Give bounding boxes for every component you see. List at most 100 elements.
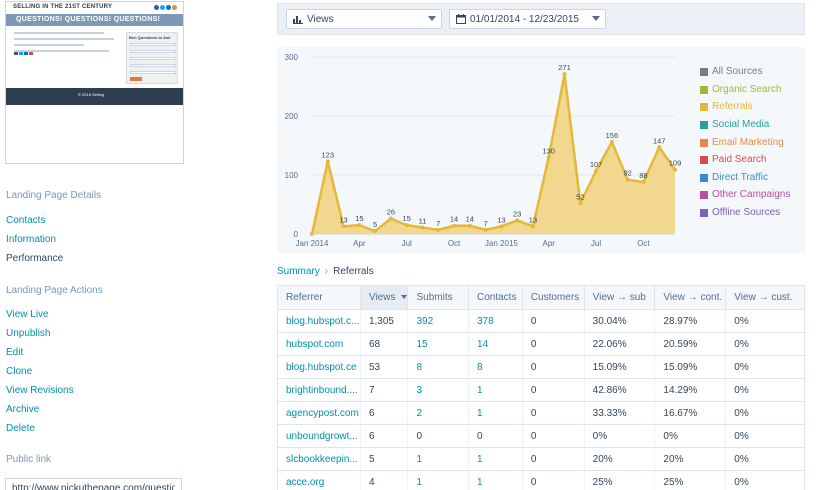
col-submits[interactable]: Submits xyxy=(407,285,469,310)
action-delete[interactable]: Delete xyxy=(6,423,35,434)
thumbnail-social-icons xyxy=(154,5,177,10)
data-point[interactable] xyxy=(420,225,425,230)
sidebar-link-contacts[interactable]: Contacts xyxy=(6,215,46,226)
col-view-cust[interactable]: View → cust. xyxy=(725,285,805,310)
sidebar-link-information[interactable]: Information xyxy=(6,234,57,245)
data-point[interactable] xyxy=(641,180,646,185)
x-tick-label: Oct xyxy=(637,239,650,248)
data-point[interactable] xyxy=(404,223,409,228)
data-point[interactable] xyxy=(436,227,441,232)
action-view-live[interactable]: View Live xyxy=(6,309,49,320)
table-cell: 8 xyxy=(407,355,469,379)
legend-offline-sources[interactable]: Offline Sources xyxy=(700,207,810,219)
x-tick-label: Jan 2015 xyxy=(485,239,518,248)
table-cell: 0% xyxy=(725,424,805,448)
col-contacts[interactable]: Contacts xyxy=(467,285,523,310)
table-cell: 0% xyxy=(654,424,726,448)
data-label: 107 xyxy=(590,160,603,169)
data-point[interactable] xyxy=(578,201,583,206)
action-archive[interactable]: Archive xyxy=(6,404,40,415)
data-point[interactable] xyxy=(325,159,330,164)
table-cell: 6 xyxy=(359,401,408,425)
date-range-select[interactable]: 01/01/2014 - 12/23/2015 xyxy=(449,9,606,29)
legend-social-media[interactable]: Social Media xyxy=(700,119,810,131)
col-views[interactable]: Views xyxy=(359,285,409,310)
referrer-link[interactable]: unboundgrowt... xyxy=(286,430,358,442)
data-point[interactable] xyxy=(388,216,393,221)
data-point[interactable] xyxy=(467,223,472,228)
legend-swatch xyxy=(700,86,708,94)
count-link[interactable]: 14 xyxy=(476,338,489,350)
col-customers[interactable]: Customers xyxy=(521,285,585,310)
count-link[interactable]: 3 xyxy=(416,384,423,396)
table-cell: 14.29% xyxy=(654,378,726,402)
col-view-cont[interactable]: View → cont. xyxy=(654,285,727,310)
count-link[interactable]: 2 xyxy=(416,407,423,419)
count-link[interactable]: 8 xyxy=(416,361,423,373)
data-point[interactable] xyxy=(373,229,378,234)
count-link[interactable]: 378 xyxy=(476,315,494,327)
data-point[interactable] xyxy=(341,224,346,229)
data-point[interactable] xyxy=(546,155,551,160)
count-link[interactable]: 1 xyxy=(416,453,423,465)
landing-page-thumbnail[interactable]: SELLING IN THE 21ST CENTURY QUESTIONS! Q… xyxy=(5,1,184,164)
table-cell: 6 xyxy=(359,424,408,448)
referrer-link[interactable]: blog.hubspot.ce xyxy=(286,361,357,373)
referrer-link[interactable]: blog.hubspot.c... xyxy=(286,315,360,327)
col-referrer[interactable]: Referrer xyxy=(277,285,361,310)
breadcrumb-summary-link[interactable]: Summary xyxy=(277,266,320,277)
data-point[interactable] xyxy=(673,167,677,172)
col-label: View → sub xyxy=(592,292,646,303)
data-point[interactable] xyxy=(357,223,362,228)
count-link[interactable]: 1 xyxy=(476,476,483,488)
referrer-link[interactable]: hubspot.com xyxy=(286,338,344,350)
data-point[interactable] xyxy=(625,177,630,182)
legend-direct-traffic[interactable]: Direct Traffic xyxy=(700,172,810,184)
count-link[interactable]: 1 xyxy=(476,453,483,465)
count-link[interactable]: 392 xyxy=(416,315,434,327)
col-label: Customers xyxy=(530,292,580,303)
data-point[interactable] xyxy=(515,218,520,223)
col-view-sub[interactable]: View → sub xyxy=(583,285,656,310)
table-cell: 1 xyxy=(467,447,523,471)
count-link[interactable]: 1 xyxy=(476,384,483,396)
count-link[interactable]: 1 xyxy=(416,476,423,488)
table-cell: 20% xyxy=(654,447,726,471)
action-edit[interactable]: Edit xyxy=(6,347,24,358)
data-point[interactable] xyxy=(594,168,599,173)
table-cell: 28.97% xyxy=(654,309,726,333)
data-label: 15 xyxy=(403,214,411,223)
legend-email-marketing[interactable]: Email Marketing xyxy=(700,137,810,149)
legend-paid-search[interactable]: Paid Search xyxy=(700,154,810,166)
legend-all-sources[interactable]: All Sources xyxy=(700,66,810,78)
data-point[interactable] xyxy=(452,223,457,228)
legend-other-campaigns[interactable]: Other Campaigns xyxy=(700,189,810,201)
legend-swatch xyxy=(700,139,708,147)
data-point[interactable] xyxy=(530,224,535,229)
legend-organic-search[interactable]: Organic Search xyxy=(700,84,810,96)
action-view-revisions[interactable]: View Revisions xyxy=(6,385,74,396)
metric-select[interactable]: Views xyxy=(286,9,442,29)
data-point[interactable] xyxy=(483,227,488,232)
referrer-link[interactable]: slcbookkeepin... xyxy=(286,453,358,465)
data-point[interactable] xyxy=(657,145,662,150)
legend-label: Offline Sources xyxy=(712,207,781,218)
count-link[interactable]: 8 xyxy=(476,361,483,373)
data-point[interactable] xyxy=(562,72,567,77)
referrer-link[interactable]: agencypost.com xyxy=(286,407,359,419)
thumbnail-banner: QUESTIONS! QUESTIONS! QUESTIONS! xyxy=(6,14,183,26)
count-link[interactable]: 1 xyxy=(476,407,483,419)
chevron-down-icon xyxy=(428,16,436,21)
action-clone[interactable]: Clone xyxy=(6,366,33,377)
referrer-link[interactable]: brightinbound.... xyxy=(286,384,358,396)
referrer-link[interactable]: acce.org xyxy=(286,476,325,488)
sidebar-link-performance[interactable]: Performance xyxy=(6,253,64,264)
count-link[interactable]: 15 xyxy=(416,338,428,350)
legend-referrals[interactable]: Referrals xyxy=(700,101,810,113)
table-cell: 4 xyxy=(359,470,408,490)
action-unpublish[interactable]: Unpublish xyxy=(6,328,51,339)
data-point[interactable] xyxy=(499,224,504,229)
table-cell: 16.67% xyxy=(654,401,726,425)
data-point[interactable] xyxy=(609,139,614,144)
public-link-field[interactable] xyxy=(5,478,182,490)
